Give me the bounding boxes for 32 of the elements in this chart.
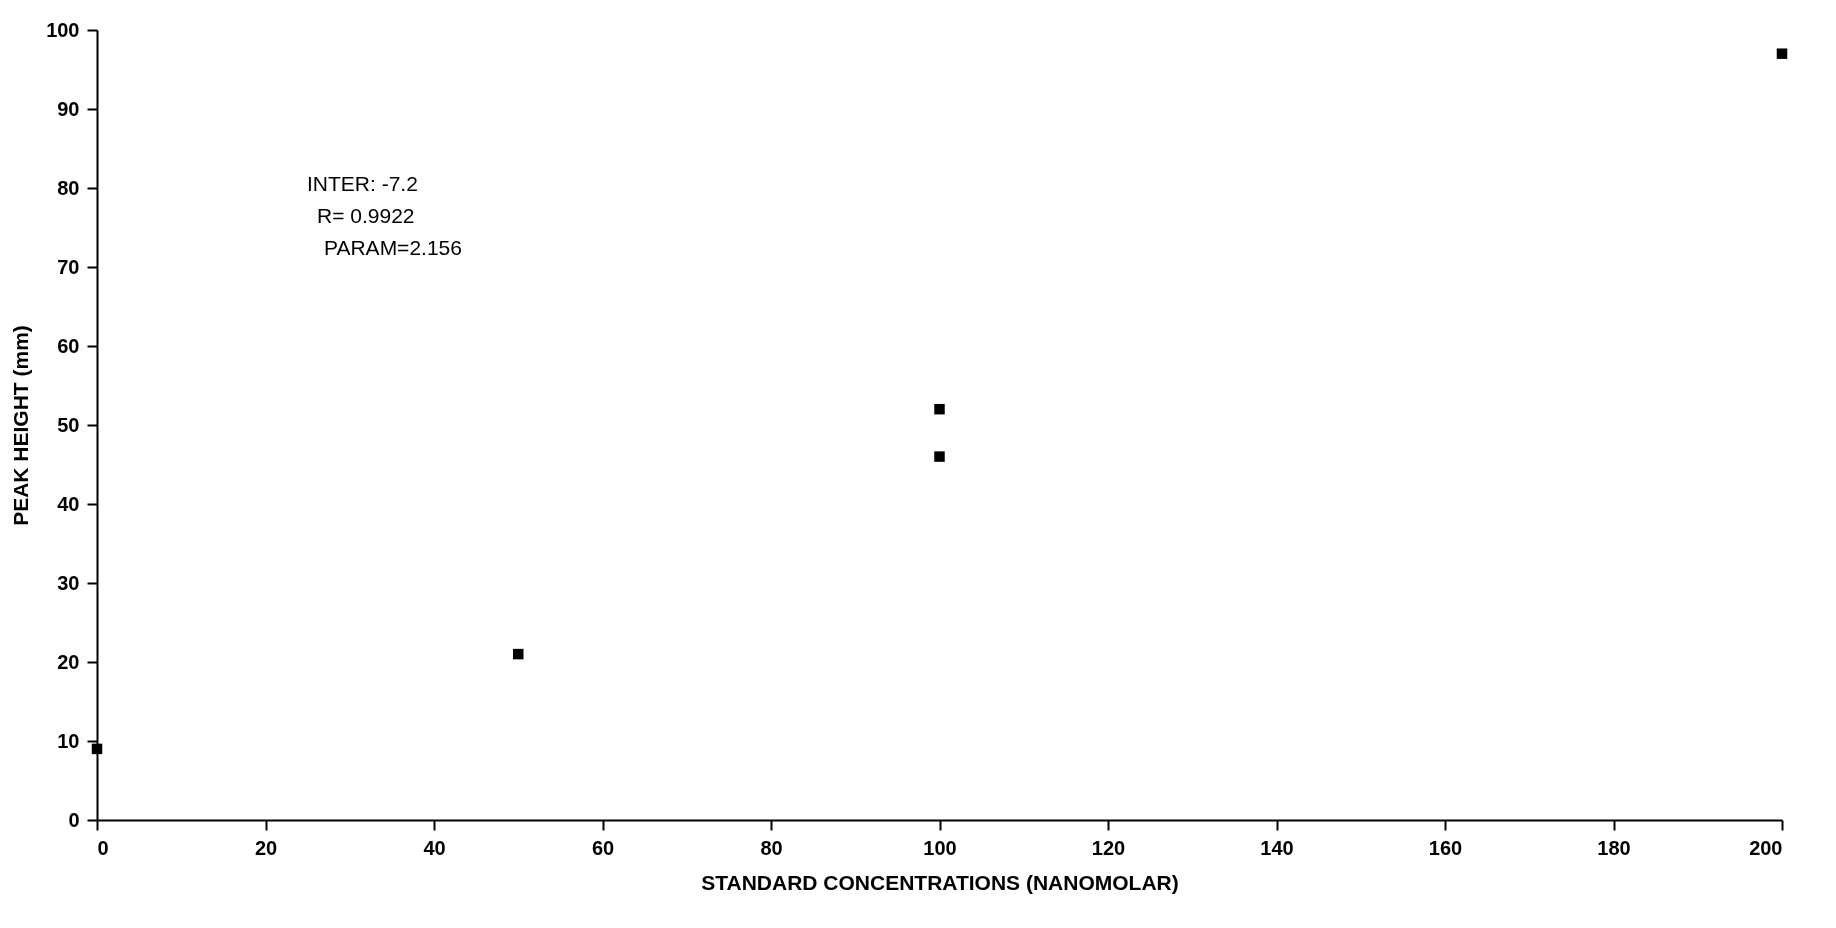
point	[934, 403, 945, 415]
y-tick-label: 30	[57, 571, 80, 594]
y-tick-label: 100	[46, 18, 80, 41]
x-tick-label: 180	[1597, 836, 1631, 859]
x-tick-label: 80	[760, 836, 783, 859]
x-tick-label: 0	[97, 836, 109, 859]
y-tick-label: 40	[57, 492, 80, 515]
annotation: R= 0.9922	[317, 204, 415, 227]
x-tick-label: 200	[1749, 836, 1783, 859]
x-tick-label: 20	[254, 836, 278, 859]
point	[91, 743, 103, 755]
x-axis-title: STANDARD CONCENTRATIONS (NANOMOLAR)	[701, 870, 1179, 894]
x-tick-label: 120	[1091, 836, 1126, 859]
y-tick-label: 80	[57, 176, 80, 199]
y-tick-label: 20	[57, 650, 80, 673]
y-tick-label: 90	[57, 97, 80, 120]
x-tick-label: 40	[423, 836, 446, 859]
x-tick-label: 100	[923, 836, 957, 859]
x-tick-label: 60	[591, 836, 615, 859]
x-tick-label: 160	[1428, 836, 1463, 859]
point	[934, 451, 945, 462]
x-tick-label: 140	[1260, 836, 1294, 859]
y-tick-label: 60	[57, 334, 80, 357]
y-tick-label: 0	[68, 808, 80, 831]
annotation: PARAM=2.156	[324, 236, 462, 259]
point	[1776, 48, 1788, 59]
y-tick-label: 10	[57, 729, 80, 752]
point	[513, 648, 524, 660]
y-tick-label: 50	[57, 413, 80, 436]
y-axis-title: PEAK HEIGHT (mm)	[9, 325, 33, 526]
annotation: INTER: -7.2	[307, 172, 418, 195]
y-tick-label: 70	[57, 255, 80, 278]
